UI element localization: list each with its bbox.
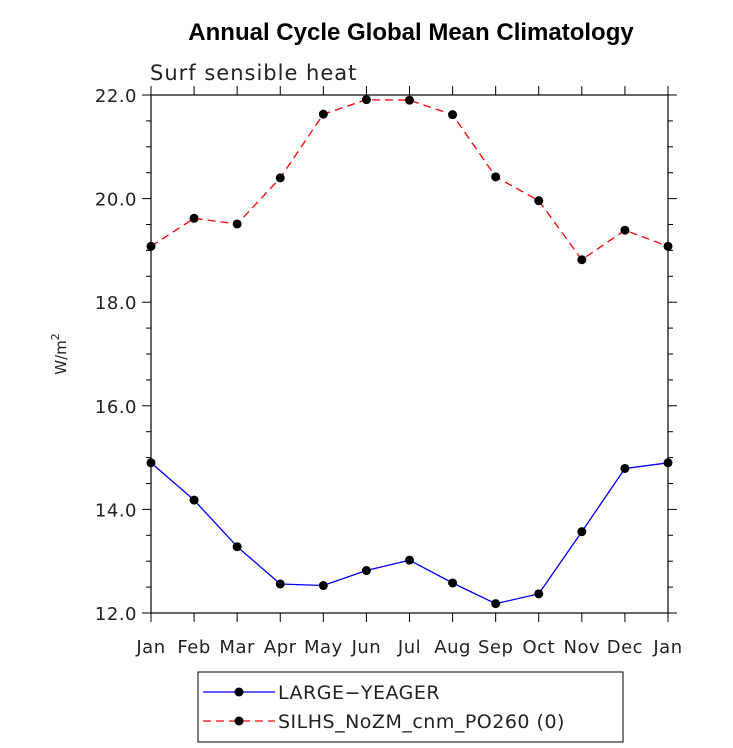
x-tick-label: Oct — [522, 637, 555, 658]
series-line-1 — [150, 99, 669, 261]
series-line-0 — [150, 462, 669, 605]
x-tick-label: May — [304, 637, 343, 658]
y-tick-label: 16.0 — [95, 397, 137, 418]
y-tick-label: 12.0 — [95, 604, 137, 625]
legend-marker-silhs — [234, 716, 244, 726]
data-point — [663, 458, 673, 468]
legend-label-silhs: SILHS_NoZM_cnm_PO260 (0) — [278, 711, 565, 733]
y-axis-label-text: W/m — [52, 340, 70, 375]
data-point — [534, 196, 544, 206]
data-point — [577, 527, 587, 537]
data-point — [189, 495, 199, 505]
data-point — [361, 95, 371, 105]
x-tick-label: Jun — [351, 637, 382, 658]
data-point — [491, 599, 501, 609]
y-tick-label: 14.0 — [95, 500, 137, 521]
y-axis-label-superscript: 2 — [49, 333, 62, 340]
y-axis-label: W/m2 — [49, 333, 70, 375]
data-point — [275, 579, 285, 589]
x-tick-label: Dec — [607, 637, 643, 658]
y-tick-labels: 12.0 14.0 16.0 18.0 20.0 22.0 — [95, 86, 137, 625]
series-layer — [146, 95, 673, 609]
axis-ticks — [142, 86, 677, 622]
chart-title: Annual Cycle Global Mean Climatology — [188, 19, 634, 46]
x-tick-label: Aug — [434, 637, 471, 658]
x-tick-label: Jan — [652, 637, 682, 658]
plot-frame — [150, 94, 669, 614]
data-point — [491, 172, 501, 182]
data-point — [275, 173, 285, 183]
chart-subtitle: Surf sensible heat — [150, 61, 357, 85]
x-tick-label: Sep — [478, 637, 513, 658]
y-tick-label: 22.0 — [95, 86, 137, 107]
legend-box — [197, 671, 624, 743]
data-point — [189, 213, 199, 223]
data-point — [232, 542, 242, 552]
data-point — [318, 109, 328, 119]
x-tick-label: Mar — [219, 637, 255, 658]
data-point — [620, 463, 630, 473]
x-tick-label: Nov — [564, 637, 601, 658]
data-point — [620, 225, 630, 235]
data-point — [577, 255, 587, 265]
x-tick-label: Jul — [397, 637, 421, 658]
x-tick-label: Jan — [135, 637, 165, 658]
x-tick-label: Apr — [264, 637, 297, 658]
data-point — [318, 581, 328, 591]
data-point — [663, 241, 673, 251]
data-point — [146, 458, 156, 468]
data-point — [361, 566, 371, 576]
y-tick-label: 18.0 — [95, 293, 137, 314]
y-tick-label: 20.0 — [95, 190, 137, 211]
x-tick-label: Feb — [177, 637, 210, 658]
legend: LARGE−YEAGER SILHS_NoZM_cnm_PO260 (0) — [197, 671, 624, 743]
data-point — [448, 110, 458, 120]
legend-label-large-yeager: LARGE−YEAGER — [278, 682, 440, 704]
data-point — [448, 578, 458, 588]
data-point — [146, 241, 156, 251]
data-point — [405, 95, 414, 105]
legend-marker-large-yeager — [234, 687, 244, 697]
data-point — [232, 219, 242, 229]
data-point — [534, 589, 544, 599]
data-point — [405, 555, 414, 565]
x-tick-labels: Jan Feb Mar Apr May Jun Jul Aug Sep Oct Nov Dec Jan — [135, 637, 682, 658]
